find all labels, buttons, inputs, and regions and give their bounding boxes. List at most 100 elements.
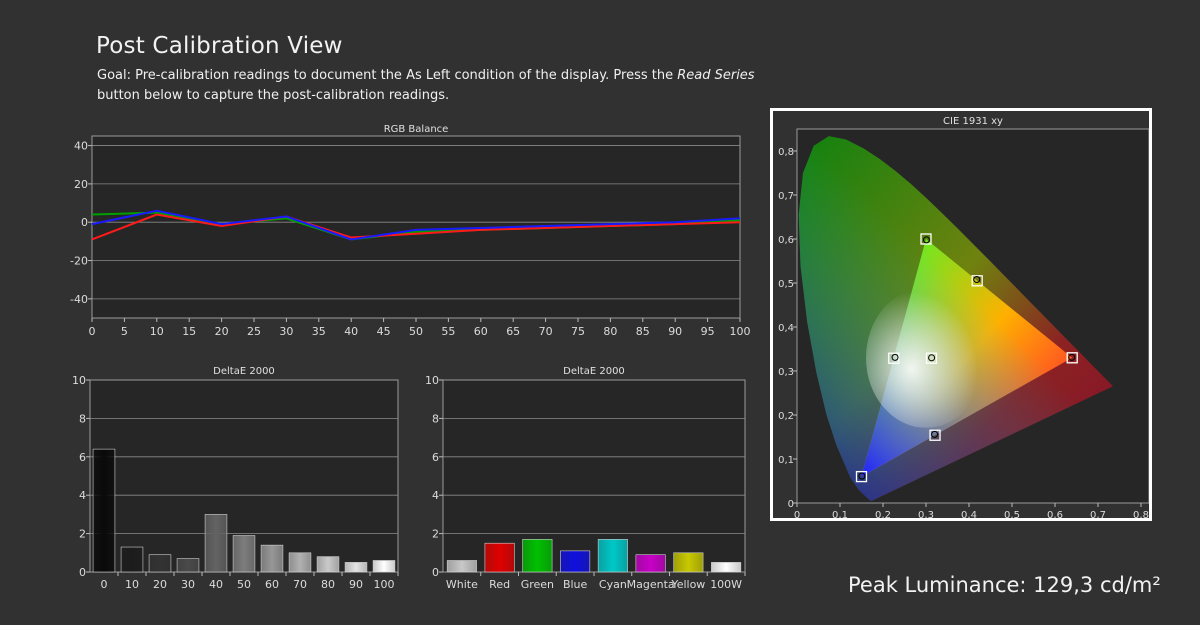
x-tick-label: Blue — [563, 578, 588, 591]
x-tick-label: 90 — [668, 325, 682, 338]
x-tick-label: 100W — [710, 578, 742, 591]
y-tick-label: 20 — [74, 178, 88, 191]
x-tick-label: 100 — [374, 578, 395, 591]
x-tick-label: 40 — [344, 325, 358, 338]
page-title: Post Calibration View — [96, 33, 343, 59]
series-line-2 — [91, 209, 741, 241]
bar-3 — [176, 558, 200, 573]
cie-chart-frame: CIE 1931 xy 0,8 0,7 0,6 0,5 0,4 0,3 0,2 0,1 0 0 0,1… — [770, 108, 1152, 521]
y-tick-label: 0,1 — [778, 455, 794, 466]
y-tick-label: 8 — [432, 412, 439, 425]
bar-0 — [446, 560, 477, 573]
chart-title: DeltaE 2000 — [213, 366, 275, 377]
goal-text-prefix: Goal: Pre-calibration readings to docume… — [97, 68, 678, 83]
x-tick-label: Red — [489, 578, 510, 591]
x-tick-label: 0,7 — [1090, 510, 1106, 518]
deltae-colors-chart: DeltaE 2000 10 8 6 4 2 0 White Red Green Blue Cyan M… — [415, 362, 755, 602]
x-tick-label: 10 — [125, 578, 139, 591]
x-tick-label: 60 — [474, 325, 488, 338]
y-tick-label: 10 — [72, 374, 86, 387]
x-tick-label: 20 — [215, 325, 229, 338]
y-tick-label: -20 — [70, 255, 88, 268]
x-tick-label: 0 — [89, 325, 96, 338]
x-tick-label: 0,3 — [918, 510, 934, 518]
y-tick-label: 0,3 — [778, 367, 794, 378]
plot-area — [442, 379, 746, 573]
measured-point — [1068, 353, 1076, 361]
x-tick-label: 35 — [312, 325, 326, 338]
y-tick-label: 0,2 — [778, 411, 794, 422]
y-tick-label: 6 — [432, 451, 439, 464]
bar-1 — [484, 542, 515, 573]
goal-text-suffix: button below to capture the post-calibra… — [97, 88, 450, 103]
x-tick-label: 0 — [101, 578, 108, 591]
x-tick-label: 50 — [237, 578, 251, 591]
x-tick-label: 95 — [701, 325, 715, 338]
target-marker-red — [1066, 352, 1078, 364]
y-tick-label: 0 — [81, 216, 88, 229]
bar-2 — [148, 554, 172, 573]
chart-title: CIE 1931 xy — [943, 116, 1003, 127]
bar-2 — [522, 539, 553, 573]
x-tick-label: 0,8 — [1133, 510, 1149, 518]
y-tick-label: 0,4 — [778, 323, 794, 334]
x-tick-label: 30 — [181, 578, 195, 591]
x-tick-label: Magenta — [627, 578, 675, 591]
x-tick-label: Cyan — [599, 578, 627, 591]
bar-1 — [120, 546, 144, 573]
y-tick-label: 0,5 — [778, 279, 794, 290]
measured-point — [922, 236, 930, 244]
x-tick-label: 80 — [603, 325, 617, 338]
x-tick-label: 30 — [279, 325, 293, 338]
x-tick-label: 80 — [321, 578, 335, 591]
deltae-grayscale-chart: DeltaE 2000 10 8 6 4 2 0 0 10 20 30 40 50 60 70 80 90 100 — [60, 362, 405, 602]
x-tick-label: 0,6 — [1047, 510, 1063, 518]
x-tick-label: 70 — [293, 578, 307, 591]
measured-point — [858, 472, 866, 480]
chart-title: DeltaE 2000 — [563, 366, 625, 377]
x-tick-label: 75 — [571, 325, 585, 338]
x-tick-label: 0,4 — [961, 510, 977, 518]
x-tick-label: 100 — [730, 325, 751, 338]
y-tick-label: 10 — [425, 374, 439, 387]
x-tick-label: 0 — [794, 510, 800, 518]
rgb-balance-chart: RGB Balance 40 20 0 -20 -40 0 5 10 15 20 25 30 35 40 45… — [60, 118, 760, 340]
x-tick-label: 65 — [506, 325, 520, 338]
x-tick-label: 60 — [265, 578, 279, 591]
x-tick-label: 85 — [636, 325, 650, 338]
y-tick-label: 6 — [79, 451, 86, 464]
bar-0 — [92, 448, 116, 573]
measured-point — [928, 354, 936, 362]
x-tick-label: 10 — [150, 325, 164, 338]
y-tick-label: 4 — [79, 489, 86, 502]
bar-9 — [344, 562, 368, 573]
x-tick-label: 70 — [539, 325, 553, 338]
bar-4 — [597, 539, 628, 573]
x-tick-label: 0,5 — [1004, 510, 1020, 518]
x-tick-label: 40 — [209, 578, 223, 591]
x-tick-label: Yellow — [670, 578, 705, 591]
x-tick-label: 15 — [182, 325, 196, 338]
bar-5 — [232, 535, 256, 573]
y-tick-label: 0,6 — [778, 235, 794, 246]
plot-area — [91, 135, 741, 319]
y-tick-label: 8 — [79, 412, 86, 425]
series-line-1 — [91, 213, 741, 241]
measured-point — [891, 353, 899, 361]
y-tick-label: 40 — [74, 140, 88, 153]
target-marker-blue — [855, 470, 868, 483]
y-tick-label: 2 — [79, 528, 86, 541]
chart-title: RGB Balance — [384, 124, 449, 135]
x-tick-label: 5 — [121, 325, 128, 338]
target-marker-cyan — [888, 352, 900, 364]
target-marker-green — [920, 233, 932, 245]
bar-7 — [711, 562, 742, 573]
peak-luminance: Peak Luminance: 129,3 cd/m² — [848, 573, 1161, 597]
y-tick-label: 0,7 — [778, 191, 794, 202]
x-tick-label: 20 — [153, 578, 167, 591]
target-marker-white — [925, 352, 938, 364]
x-tick-label: 50 — [409, 325, 423, 338]
read-series-label: Read Series — [677, 68, 755, 83]
bar-8 — [316, 556, 340, 573]
y-tick-label: 0 — [432, 566, 439, 579]
